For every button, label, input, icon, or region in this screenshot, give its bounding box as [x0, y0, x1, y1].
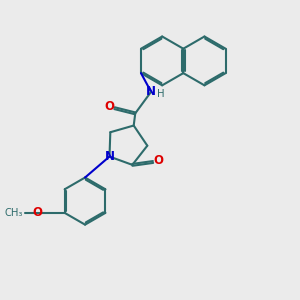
Text: CH₃: CH₃: [4, 208, 23, 218]
Text: H: H: [157, 89, 164, 99]
Text: O: O: [104, 100, 114, 113]
Text: O: O: [153, 154, 163, 167]
Text: N: N: [146, 85, 156, 98]
Text: N: N: [104, 150, 115, 163]
Text: O: O: [32, 206, 43, 219]
